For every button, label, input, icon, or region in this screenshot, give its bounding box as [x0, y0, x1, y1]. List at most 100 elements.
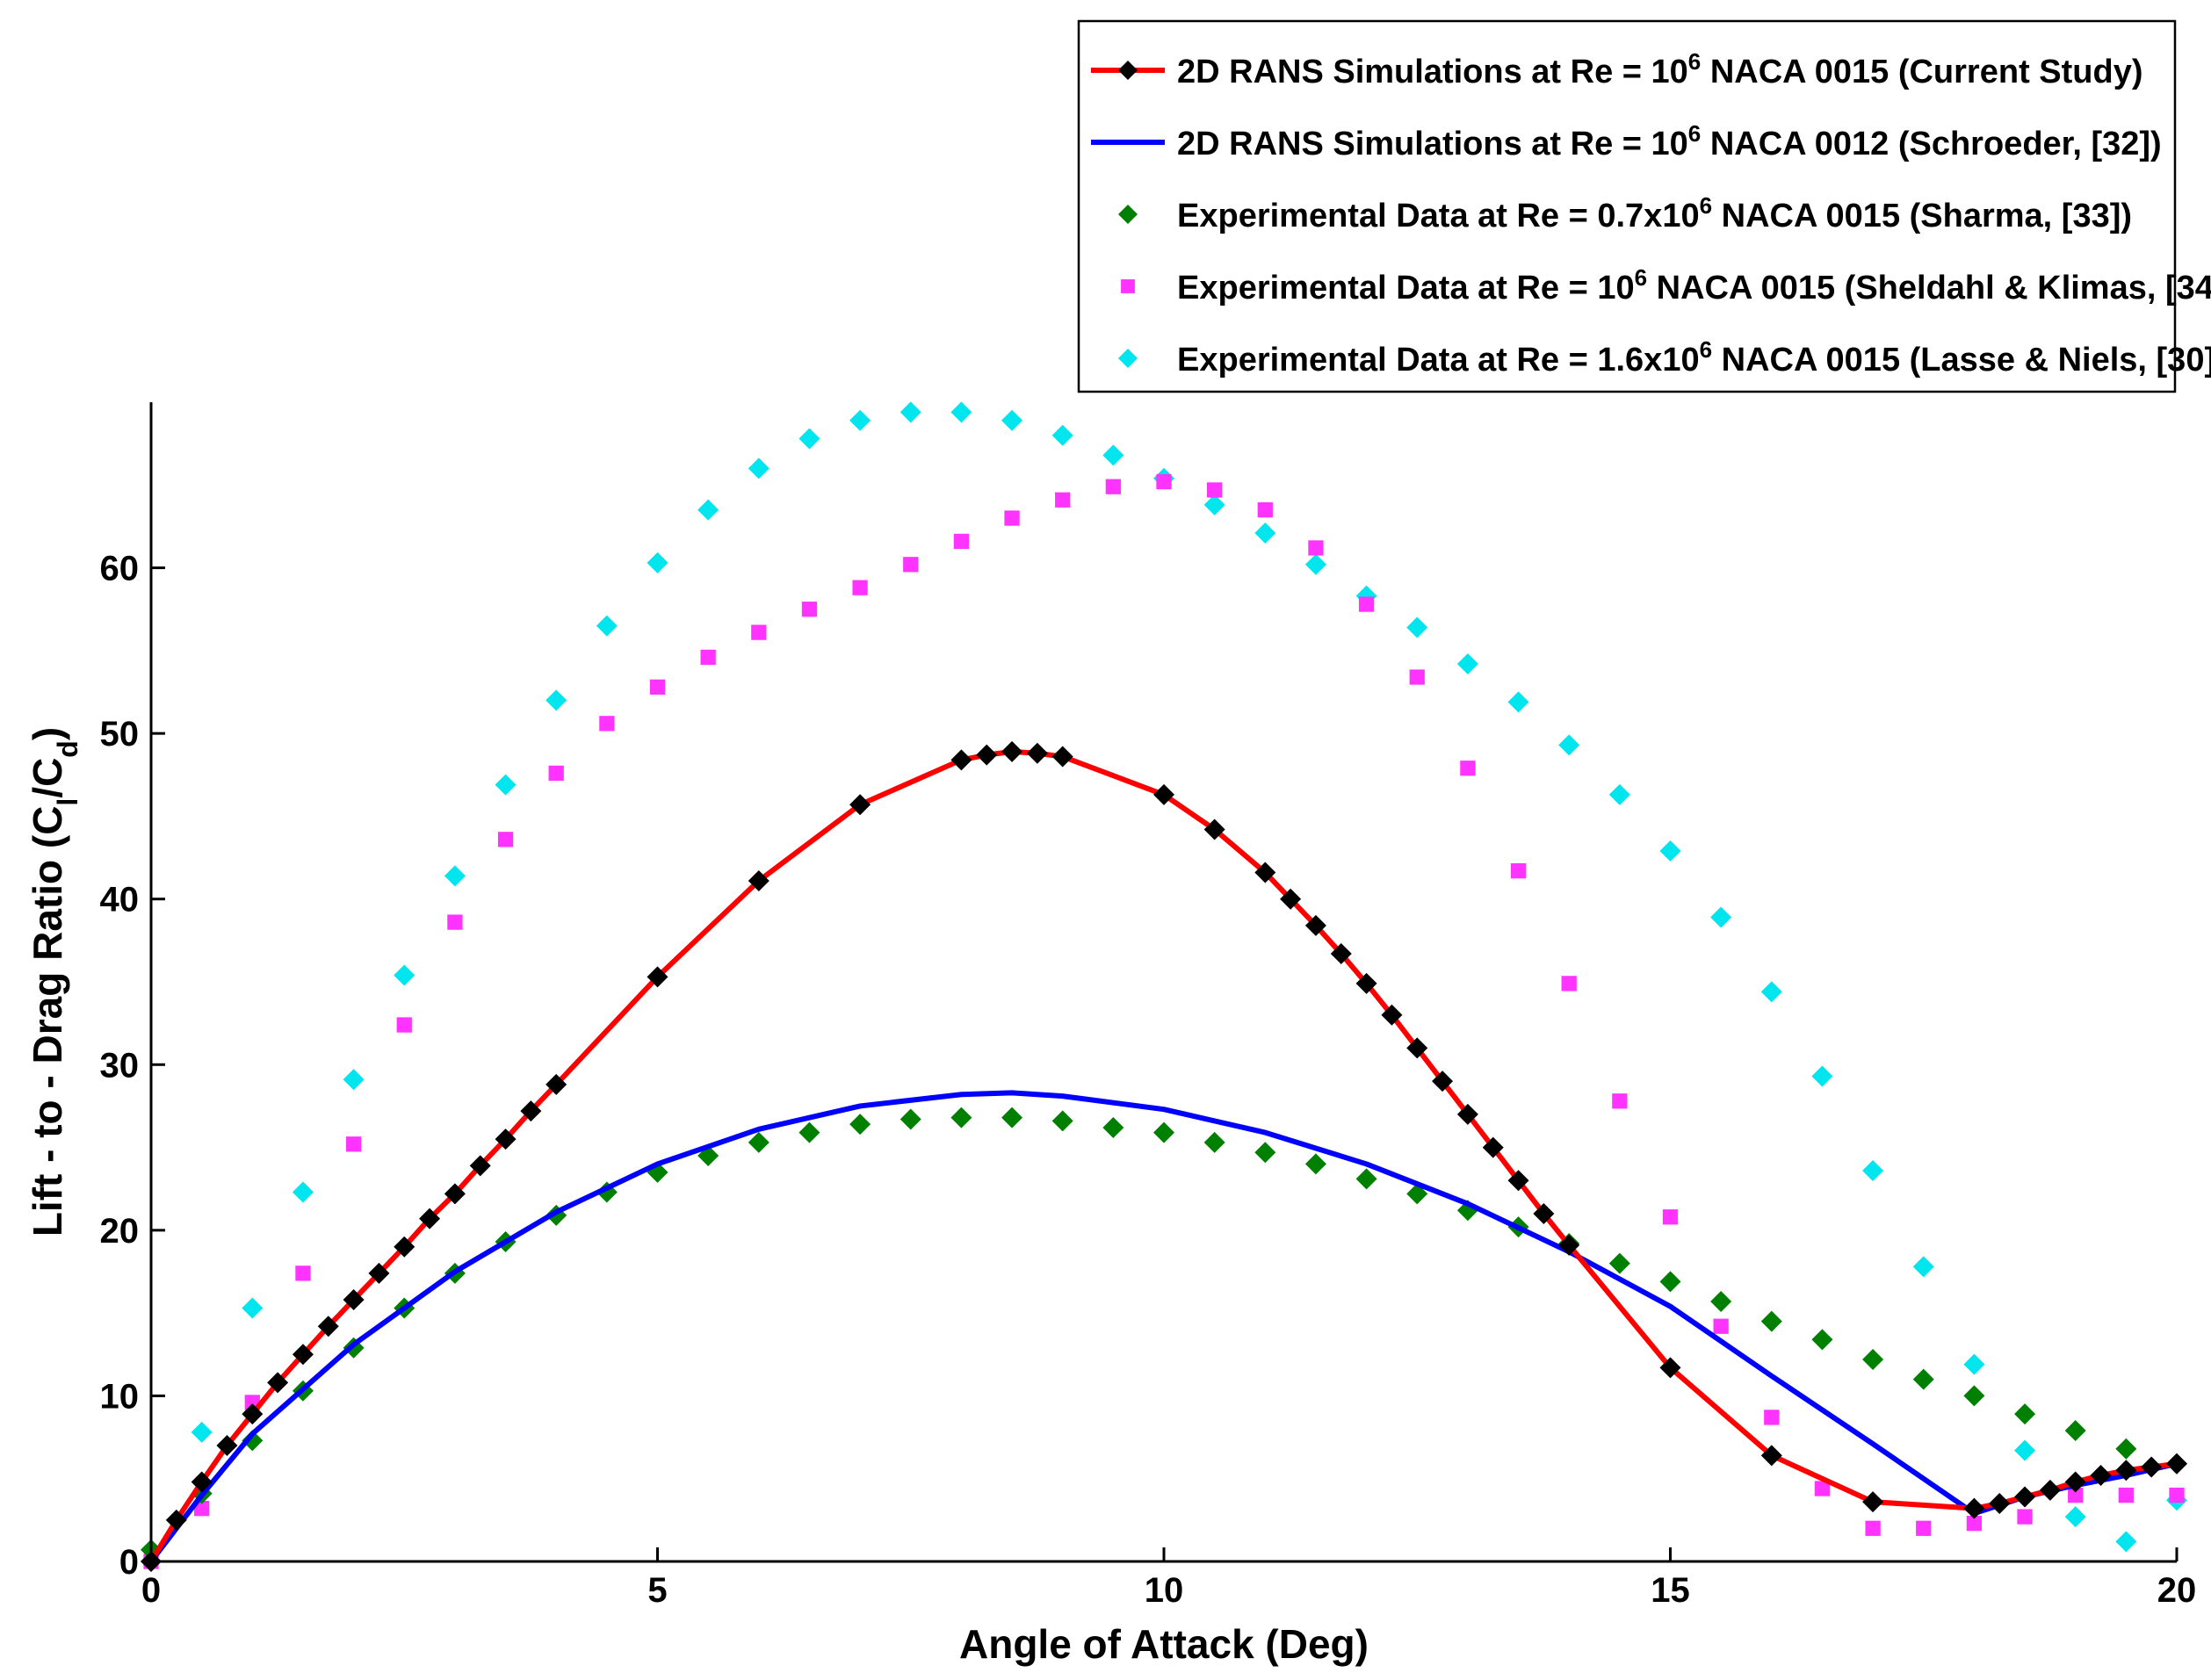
- series-3-point: [345, 1136, 362, 1152]
- series-0-point: [1381, 1004, 1403, 1026]
- series-2-point: [2014, 1403, 2036, 1425]
- series-0-point: [1051, 746, 1073, 768]
- series-4-point: [546, 689, 567, 711]
- series-0-point: [2014, 1486, 2036, 1508]
- series-3-point: [2017, 1509, 2033, 1525]
- series-0-point: [1432, 1071, 1454, 1092]
- y-tick-label: 60: [100, 550, 140, 588]
- series-2-point: [1102, 1116, 1124, 1138]
- series-0-point: [1507, 1170, 1529, 1192]
- series-0-point: [1355, 972, 1377, 994]
- y-tick-label: 50: [100, 715, 140, 753]
- series-4-point: [1254, 522, 1276, 544]
- series-4-point: [2064, 1506, 2086, 1528]
- series-0-point: [292, 1344, 314, 1366]
- series-3-point: [599, 716, 615, 732]
- series-0-point: [2064, 1471, 2086, 1493]
- series-3-point: [852, 580, 868, 595]
- series-0-point: [1001, 740, 1023, 762]
- series-4-point: [1051, 424, 1073, 446]
- series-2-point: [1254, 1142, 1276, 1164]
- series-4-point: [191, 1421, 213, 1443]
- series-3-point: [903, 557, 919, 573]
- series-3-point: [700, 649, 716, 666]
- y-tick-label: 40: [100, 881, 140, 919]
- series-3-point: [548, 765, 564, 782]
- series-2-point: [748, 1131, 770, 1153]
- series-0-point: [317, 1316, 339, 1338]
- legend-entry-0: 2D RANS Simulations at Re = 106 NACA 001…: [1177, 48, 2143, 90]
- series-2-point: [1304, 1153, 1326, 1175]
- series-0-point: [394, 1236, 415, 1258]
- legend: 2D RANS Simulations at Re = 106 NACA 001…: [1077, 19, 2211, 393]
- series-0-point: [1862, 1491, 1884, 1513]
- series-0-point: [1482, 1136, 1504, 1158]
- series-0-point: [520, 1100, 542, 1122]
- series-0-point: [1456, 1103, 1478, 1125]
- y-tick-label: 20: [100, 1212, 140, 1251]
- series-4-point: [1001, 409, 1023, 431]
- series-3-point: [1156, 473, 1172, 490]
- series-0-line: [148, 748, 2178, 1563]
- legend-entry-1: 2D RANS Simulations at Re = 106 NACA 001…: [1177, 120, 2162, 162]
- series-3-point: [649, 679, 666, 695]
- series-4-point: [1608, 783, 1630, 805]
- chart-marks: [141, 401, 2187, 1572]
- series-2-point: [2064, 1420, 2086, 1442]
- series-2-point: [1608, 1252, 1630, 1274]
- series-2-point: [849, 1114, 871, 1136]
- series-4-point: [343, 1069, 365, 1091]
- series-3-point: [295, 1265, 311, 1281]
- series-2-point: [1710, 1290, 1732, 1312]
- series-4-point: [596, 615, 618, 637]
- series-3-point: [1004, 510, 1020, 526]
- series-0-point: [242, 1403, 264, 1425]
- series-0-point: [1963, 1497, 1985, 1519]
- series-4-point: [242, 1297, 264, 1319]
- series-3-point: [1561, 976, 1577, 991]
- series-2-point: [1355, 1168, 1377, 1190]
- series-4-point: [1710, 906, 1732, 928]
- series-2-point: [2115, 1438, 2137, 1460]
- series-3-point: [1409, 669, 1425, 685]
- y-tick-label: 30: [100, 1046, 140, 1085]
- series-4-point: [1659, 840, 1681, 862]
- series-4-point: [1558, 734, 1580, 756]
- series-2: [141, 1107, 2187, 1561]
- series-4-point: [1963, 1353, 1985, 1375]
- series-2-point: [1153, 1121, 1174, 1143]
- series-0-point: [1406, 1037, 1428, 1059]
- series-3-point: [751, 624, 767, 640]
- series-0-point: [849, 794, 871, 816]
- series-0-point: [368, 1262, 390, 1284]
- series-3-point: [1662, 1209, 1679, 1225]
- series-4-point: [748, 458, 770, 479]
- series-0-point: [1280, 888, 1302, 910]
- chart-axes: 0 5 10 15 20 0 10 20 30 40 50 60 Angle of Attack (De…: [25, 402, 2196, 1667]
- series-3-point: [1814, 1481, 1831, 1496]
- series-3-point: [447, 914, 463, 930]
- series-0-point: [1330, 942, 1352, 964]
- series-2-point: [1760, 1310, 1782, 1332]
- legend-marker-4: [1118, 349, 1138, 368]
- series-0-point: [2115, 1460, 2137, 1482]
- series-4-point: [2014, 1439, 2036, 1461]
- series-3-point: [1713, 1318, 1729, 1334]
- series-3-point: [1764, 1410, 1780, 1425]
- series-3-point: [1105, 479, 1121, 494]
- series-2-point: [242, 1430, 264, 1452]
- series-4-point: [444, 865, 466, 887]
- series-2-point: [1912, 1368, 1934, 1390]
- series-4-point: [1456, 653, 1478, 674]
- y-axis-title: Lift - to - Drag Ratio (Cl/Cd): [25, 727, 83, 1237]
- series-0-point: [1659, 1357, 1681, 1379]
- series-2-point: [1659, 1271, 1681, 1293]
- series-4-point: [798, 428, 820, 450]
- series-4-point: [1862, 1159, 1884, 1181]
- series-4-point: [1507, 691, 1529, 713]
- series-0-point: [1533, 1203, 1555, 1224]
- series-2-point: [1811, 1329, 1833, 1351]
- y-tick-label: 0: [119, 1543, 139, 1582]
- series-3-point: [1257, 501, 1273, 518]
